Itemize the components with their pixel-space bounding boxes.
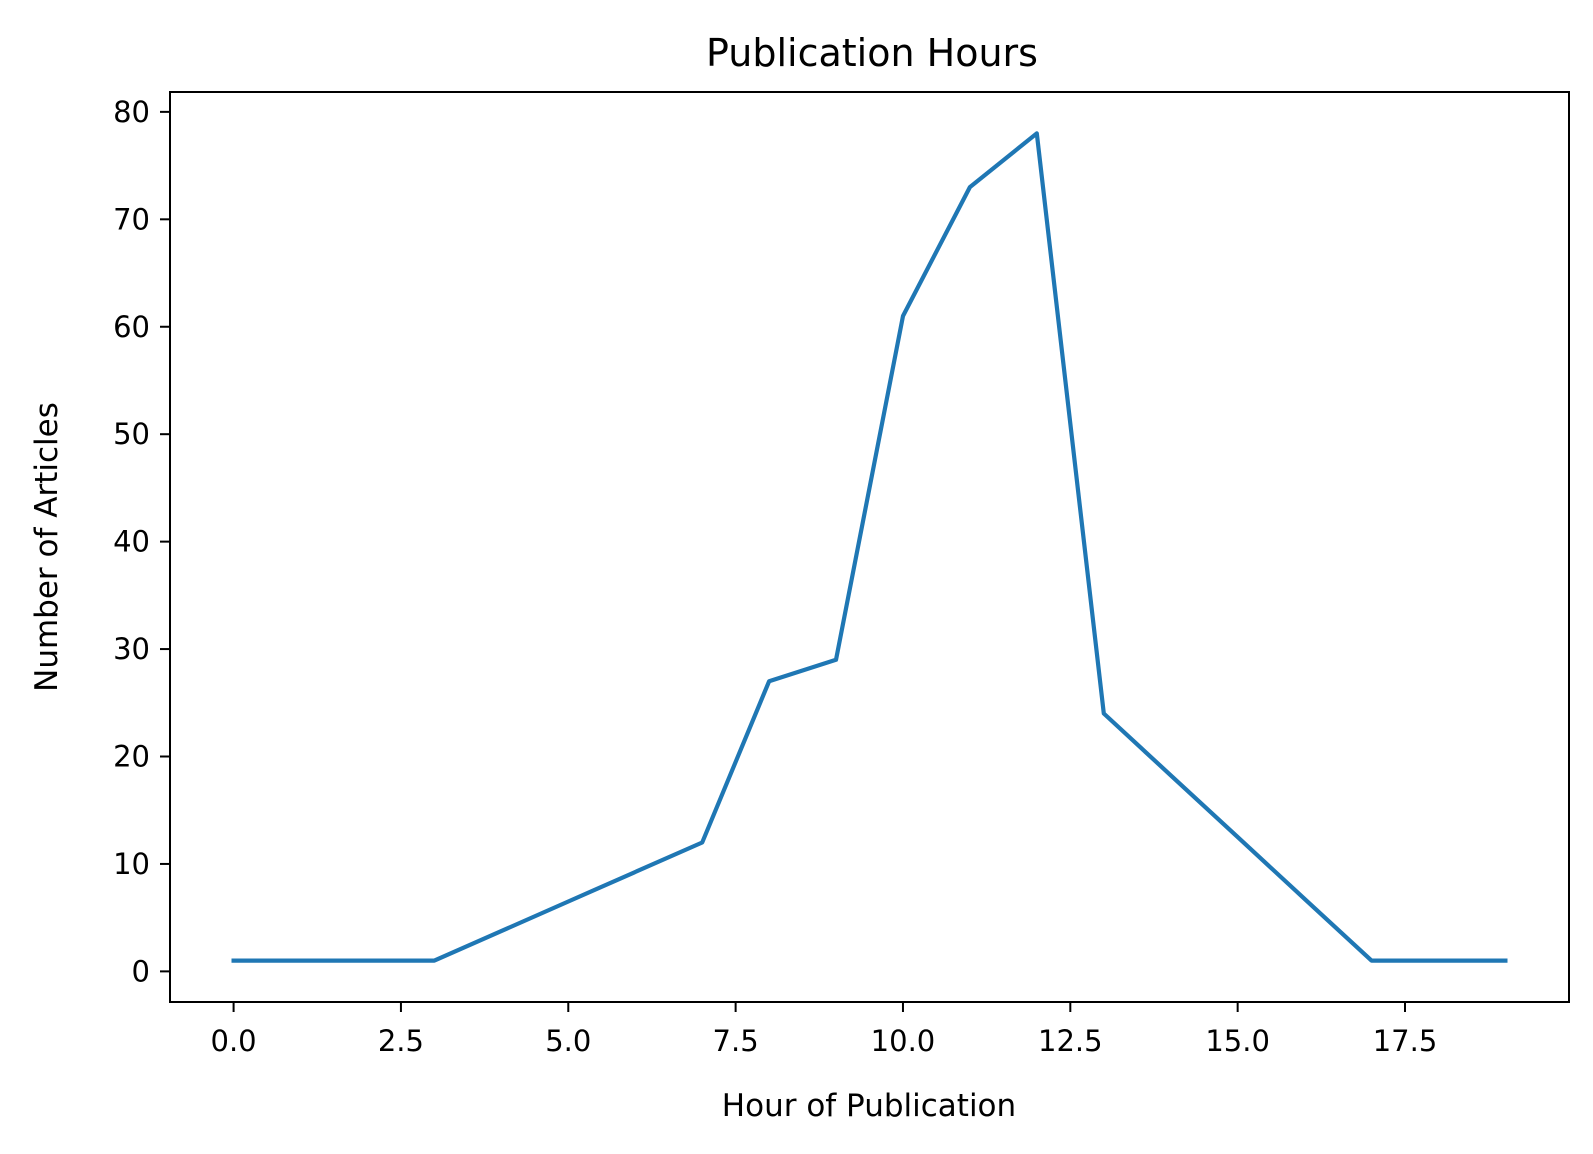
series-line — [231, 131, 1508, 963]
x-tick-label: 15.0 — [1205, 1024, 1270, 1058]
y-tick-label: 80 — [113, 95, 150, 129]
y-tick-label: 30 — [113, 632, 150, 666]
x-tick-label: 10.0 — [871, 1024, 936, 1058]
x-tick-label: 0.0 — [211, 1024, 257, 1058]
y-tick-label: 60 — [113, 310, 150, 344]
y-tick-label: 70 — [113, 202, 150, 236]
x-tick-label: 12.5 — [1038, 1024, 1103, 1058]
chart-title: Publication Hours — [706, 31, 1038, 75]
x-tick-label: 17.5 — [1373, 1024, 1438, 1058]
y-tick-label: 20 — [113, 740, 150, 774]
y-tick-label: 0 — [132, 954, 150, 988]
x-axis-label: Hour of Publication — [722, 1088, 1016, 1124]
y-tick-label: 50 — [113, 417, 150, 451]
y-tick-label: 10 — [113, 847, 150, 881]
y-tick-label: 40 — [113, 525, 150, 559]
y-axis-ticks: 0 10 20 30 40 50 60 70 80 — [113, 95, 170, 988]
axes-frame — [169, 91, 1570, 1003]
x-tick-label: 5.0 — [545, 1024, 591, 1058]
x-tick-label: 7.5 — [713, 1024, 759, 1058]
x-tick-label: 2.5 — [378, 1024, 424, 1058]
y-axis-label: Number of Articles — [29, 402, 65, 692]
x-axis-ticks: 0.0 2.5 5.0 7.5 10.0 12.5 15.0 17.5 — [211, 1002, 1438, 1058]
